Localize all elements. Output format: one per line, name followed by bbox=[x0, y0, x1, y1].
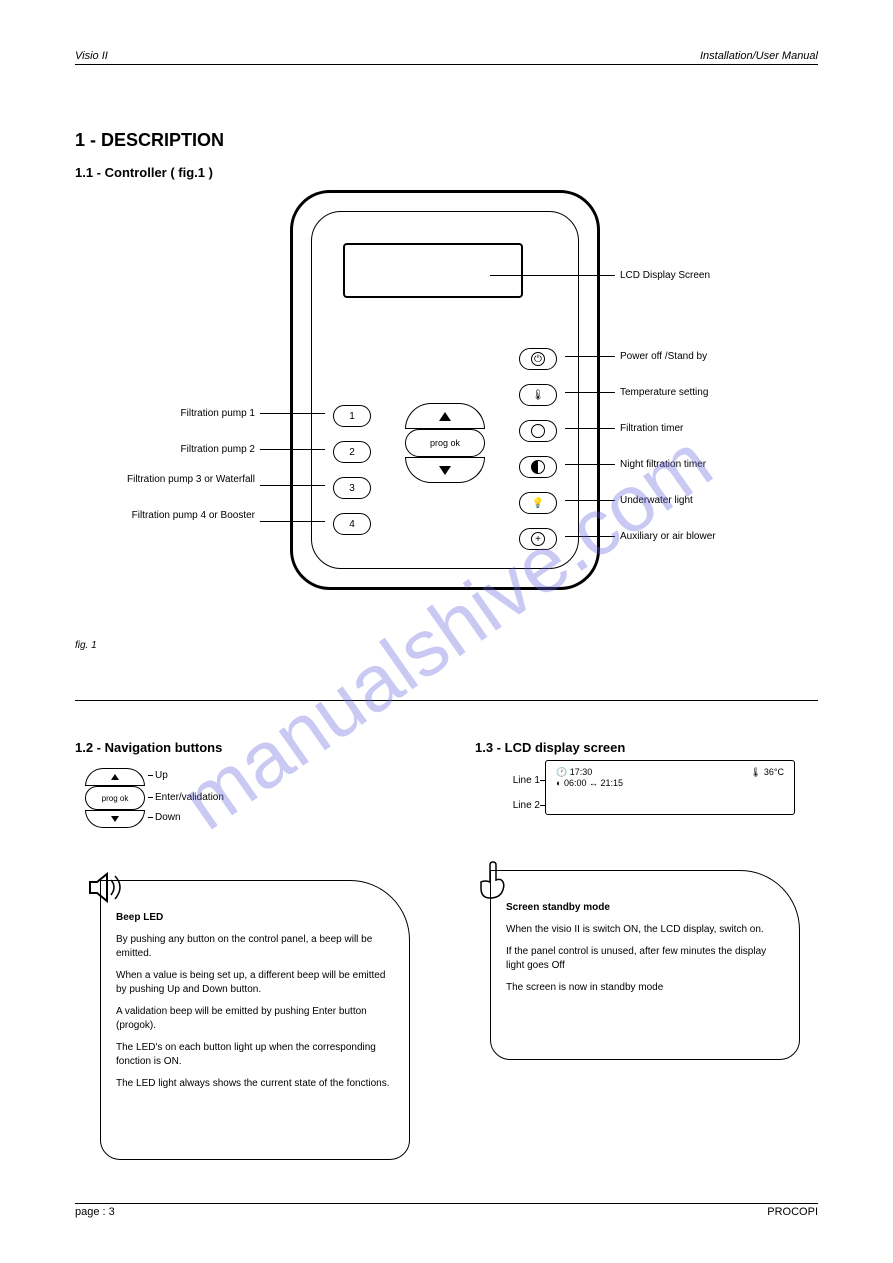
box-text: By pushing any button on the control pan… bbox=[116, 933, 394, 961]
lcd-sample: 🕐 17:30 🌡 36°C ◐ 06:00 ↔ 21:15 bbox=[545, 760, 795, 815]
model-name: Visio II bbox=[75, 50, 108, 62]
num-icon: 3 bbox=[349, 483, 355, 494]
prog-ok-button[interactable]: prog ok bbox=[405, 429, 485, 457]
brand: PROCOPI bbox=[767, 1206, 818, 1218]
page-number: page : 3 bbox=[75, 1206, 115, 1218]
navigation-pad: prog ok bbox=[405, 403, 485, 483]
figure-title: 1.1 - Controller ( fig.1 ) bbox=[75, 165, 213, 180]
nav-enter-label: Enter/validation bbox=[155, 792, 224, 803]
button-power[interactable]: ⏻ bbox=[519, 348, 557, 370]
lcd-row-1: 🕐 17:30 🌡 36°C bbox=[556, 767, 784, 778]
label-lcd: LCD Display Screen bbox=[620, 270, 820, 281]
small-prog-ok: prog ok bbox=[85, 786, 145, 810]
up-arrow-icon bbox=[111, 774, 119, 780]
label-night: Night filtration timer bbox=[620, 459, 820, 470]
section-title: 1 - DESCRIPTION bbox=[75, 130, 224, 151]
lcd-row-2: ◐ 06:00 ↔ 21:15 bbox=[556, 778, 784, 788]
leader-line bbox=[148, 775, 153, 776]
display-section-title: 1.3 - LCD display screen bbox=[475, 740, 625, 755]
box-text: If the panel control is unused, after fe… bbox=[506, 945, 784, 973]
line1-label: Line 1 bbox=[500, 775, 540, 786]
leader-line bbox=[148, 817, 153, 818]
label-power: Power off /Stand by bbox=[620, 351, 820, 362]
box-text: When the visio II is switch ON, the LCD … bbox=[506, 923, 784, 937]
nav-up-label: Up bbox=[155, 770, 168, 781]
up-button[interactable] bbox=[405, 403, 485, 429]
beep-led-box: Beep LED By pushing any button on the co… bbox=[100, 880, 410, 1160]
up-arrow-icon bbox=[439, 412, 451, 421]
standby-box: Screen standby mode When the visio II is… bbox=[490, 870, 800, 1060]
num-icon: 2 bbox=[349, 447, 355, 458]
header: Visio II Installation/User Manual bbox=[75, 50, 818, 65]
label-pump4: Filtration pump 4 or Booster bbox=[75, 510, 255, 521]
button-pump1[interactable]: 1 bbox=[333, 405, 371, 427]
label-pump1: Filtration pump 1 bbox=[75, 408, 255, 419]
divider bbox=[75, 700, 818, 701]
button-light[interactable]: 💡 bbox=[519, 492, 557, 514]
button-night-timer[interactable] bbox=[519, 456, 557, 478]
box-title: Screen standby mode bbox=[506, 901, 784, 915]
button-pump2[interactable]: 2 bbox=[333, 441, 371, 463]
figure-caption: fig. 1 bbox=[75, 640, 97, 651]
box-text: When a value is being set up, a differen… bbox=[116, 969, 394, 997]
footer: page : 3 PROCOPI bbox=[75, 1203, 818, 1218]
line2-label: Line 2 bbox=[500, 800, 540, 811]
label-timer: Filtration timer bbox=[620, 423, 820, 434]
small-nav-pad: prog ok bbox=[85, 768, 145, 828]
leader-line bbox=[148, 797, 153, 798]
down-arrow-icon bbox=[439, 466, 451, 475]
box-text: The LED's on each button light up when t… bbox=[116, 1041, 394, 1069]
button-pump4[interactable]: 4 bbox=[333, 513, 371, 535]
power-icon: ⏻ bbox=[531, 352, 545, 366]
label-aux: Auxiliary or air blower bbox=[620, 531, 820, 542]
bulb-icon: 💡 bbox=[532, 498, 544, 509]
down-button[interactable] bbox=[405, 457, 485, 483]
button-aux[interactable]: + bbox=[519, 528, 557, 550]
temp-reading: 🌡 36°C bbox=[750, 767, 784, 778]
button-pump3[interactable]: 3 bbox=[333, 477, 371, 499]
nav-section-title: 1.2 - Navigation buttons bbox=[75, 740, 222, 755]
prog-ok-label: prog ok bbox=[430, 438, 460, 448]
small-down bbox=[85, 810, 145, 828]
label-temp: Temperature setting bbox=[620, 387, 820, 398]
clock-icon: 🕐 17:30 bbox=[556, 767, 592, 778]
label-pump2: Filtration pump 2 bbox=[75, 444, 255, 455]
label-pump3: Filtration pump 3 or Waterfall bbox=[75, 474, 255, 485]
box-text: A validation beep will be emitted by pus… bbox=[116, 1005, 394, 1033]
box-text: The screen is now in standby mode bbox=[506, 981, 784, 995]
half-moon-icon bbox=[531, 460, 545, 474]
night-timer-reading: ◐ 06:00 ↔ 21:15 bbox=[556, 778, 623, 788]
thermometer-icon: 🌡 bbox=[532, 390, 545, 401]
device-outer-frame: 1 2 3 4 ⏻ 🌡 💡 + prog ok bbox=[290, 190, 600, 590]
small-up bbox=[85, 768, 145, 786]
button-temperature[interactable]: 🌡 bbox=[519, 384, 557, 406]
label-light: Underwater light bbox=[620, 495, 820, 506]
controller-device: 1 2 3 4 ⏻ 🌡 💡 + prog ok bbox=[290, 190, 600, 590]
box-text: The LED light always shows the current s… bbox=[116, 1077, 394, 1091]
num-icon: 4 bbox=[349, 519, 355, 530]
lcd-screen bbox=[343, 243, 523, 298]
box-title: Beep LED bbox=[116, 911, 394, 925]
nav-down-label: Down bbox=[155, 812, 181, 823]
num-icon: 1 bbox=[349, 411, 355, 422]
clock-icon bbox=[531, 424, 545, 438]
manual-type: Installation/User Manual bbox=[700, 50, 818, 62]
down-arrow-icon bbox=[111, 816, 119, 822]
button-timer[interactable] bbox=[519, 420, 557, 442]
plus-icon: + bbox=[531, 532, 545, 546]
